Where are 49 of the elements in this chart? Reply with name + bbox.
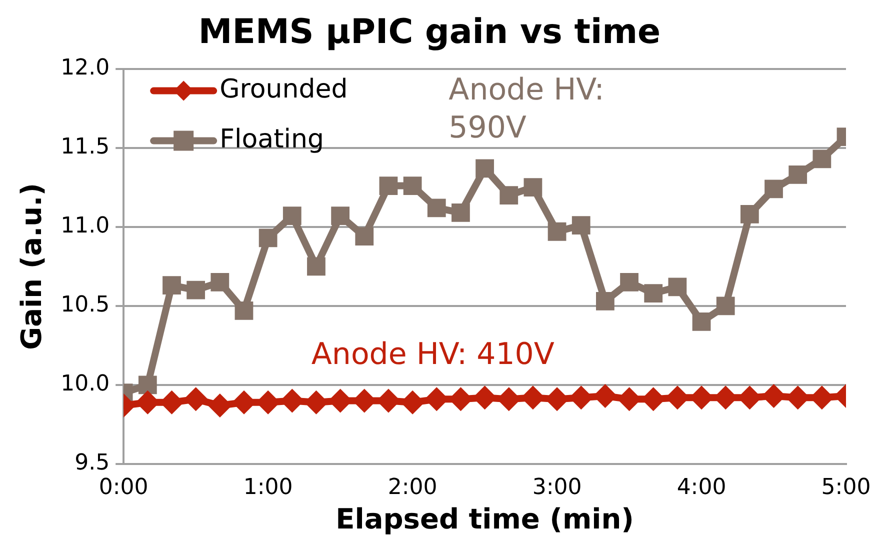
x-tick-label: 2:00: [388, 474, 438, 500]
point: [596, 292, 614, 310]
point: [210, 273, 230, 292]
point: [162, 276, 181, 295]
y-tick-label: 10.5: [60, 292, 110, 318]
point: [234, 301, 254, 320]
point: [282, 206, 302, 226]
point: [258, 228, 278, 248]
point: [355, 227, 374, 246]
point: [668, 278, 687, 296]
y-axis-title: Gain (a.u.): [15, 182, 48, 350]
x-axis-title: Elapsed time (min): [336, 502, 634, 536]
point: [500, 186, 518, 204]
point: [427, 198, 446, 218]
point: [476, 159, 494, 178]
point: [764, 180, 783, 198]
point: [716, 296, 735, 316]
y-tick-label: 9.5: [74, 450, 110, 476]
point: [620, 273, 638, 292]
point: [331, 206, 350, 226]
x-tick-label: 5:00: [821, 474, 871, 500]
x-tick-label: 3:00: [532, 474, 582, 500]
point: [788, 166, 808, 184]
point: [548, 222, 566, 241]
point: [138, 376, 157, 394]
x-tick-label: 1:00: [243, 474, 293, 500]
point: [379, 176, 398, 195]
point: [740, 205, 759, 224]
y-tick-label: 12.0: [60, 56, 110, 81]
y-tick-label: 11.0: [60, 214, 110, 239]
chart-title: MEMS μPIC gain vs time: [198, 12, 661, 52]
x-tick-label: 4:00: [676, 474, 726, 500]
y-tick-label: 10.0: [60, 372, 110, 397]
legend-label: Grounded: [220, 74, 348, 105]
point: [692, 312, 711, 331]
point: [307, 257, 326, 276]
x-tick-label: 0:00: [98, 474, 148, 500]
point: [403, 176, 422, 195]
annotation: Anode HV: 410V: [311, 336, 555, 372]
y-tick-label: 11.5: [60, 134, 110, 160]
point: [812, 150, 832, 168]
point: [524, 178, 542, 197]
point: [186, 280, 206, 300]
point: [572, 216, 590, 234]
legend-label: Floating: [220, 124, 324, 155]
point: [452, 203, 470, 222]
point: [208, 394, 232, 418]
point: [644, 284, 663, 302]
annotation: Anode HV: 590V: [448, 72, 604, 146]
